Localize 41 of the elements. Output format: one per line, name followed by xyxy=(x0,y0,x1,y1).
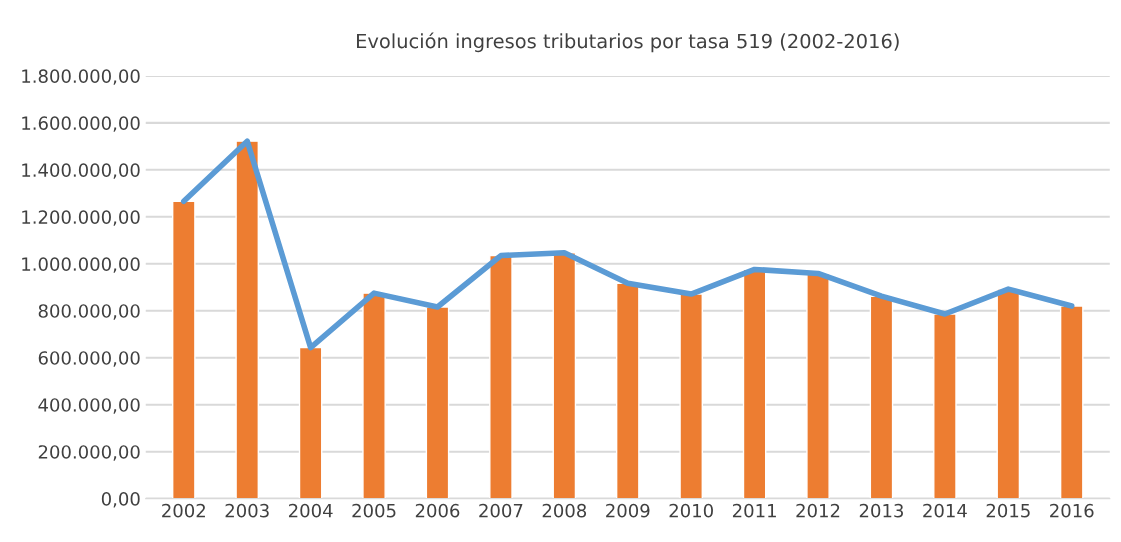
x-tick-label: 2008 xyxy=(542,503,587,518)
bar xyxy=(996,288,1021,499)
bar xyxy=(615,282,640,499)
x-tick-label: 2010 xyxy=(669,503,713,518)
y-tick-label: 1.600.000,00 xyxy=(22,116,140,132)
x-tick-label: 2015 xyxy=(986,503,1030,518)
bar xyxy=(425,306,450,499)
y-tick-label: 1.800.000,00 xyxy=(22,69,140,85)
y-tick-label: 400.000,00 xyxy=(38,398,140,414)
chart-title: Evolución ingresos tributarios por tasa 519 (2002-2016) xyxy=(357,32,899,53)
bar xyxy=(235,140,260,499)
y-tick-label: 1.200.000,00 xyxy=(22,210,140,226)
y-tick-label: 1.000.000,00 xyxy=(22,257,140,273)
x-tick-label: 2013 xyxy=(859,503,903,518)
x-tick-label: 2009 xyxy=(606,503,650,518)
y-tick-label: 800.000,00 xyxy=(38,304,140,320)
y-tick-label: 0,00 xyxy=(101,492,140,508)
bar xyxy=(298,346,323,499)
y-tick-label: 600.000,00 xyxy=(38,351,140,367)
bar xyxy=(933,313,957,499)
bar xyxy=(552,252,577,499)
x-tick-label: 2016 xyxy=(1050,503,1094,518)
x-tick-label: 2014 xyxy=(923,503,967,518)
x-tick-label: 2003 xyxy=(225,503,269,518)
x-tick-label: 2005 xyxy=(352,503,396,518)
y-tick-label: 1.400.000,00 xyxy=(22,163,140,179)
x-tick-label: 2011 xyxy=(732,503,776,518)
x-tick-label: 2002 xyxy=(162,503,205,518)
bar xyxy=(362,292,386,499)
x-tick-label: 2012 xyxy=(796,503,840,518)
x-tick-label: 2004 xyxy=(288,503,333,518)
bar xyxy=(489,254,513,499)
bar xyxy=(1059,305,1084,499)
bar xyxy=(742,268,767,499)
bar xyxy=(171,200,196,499)
x-tick-label: 2006 xyxy=(415,503,460,518)
bar xyxy=(869,295,894,499)
x-tick-label: 2007 xyxy=(479,503,523,518)
y-tick-label: 200.000,00 xyxy=(38,445,140,461)
bar xyxy=(806,272,830,499)
bar xyxy=(679,293,703,499)
